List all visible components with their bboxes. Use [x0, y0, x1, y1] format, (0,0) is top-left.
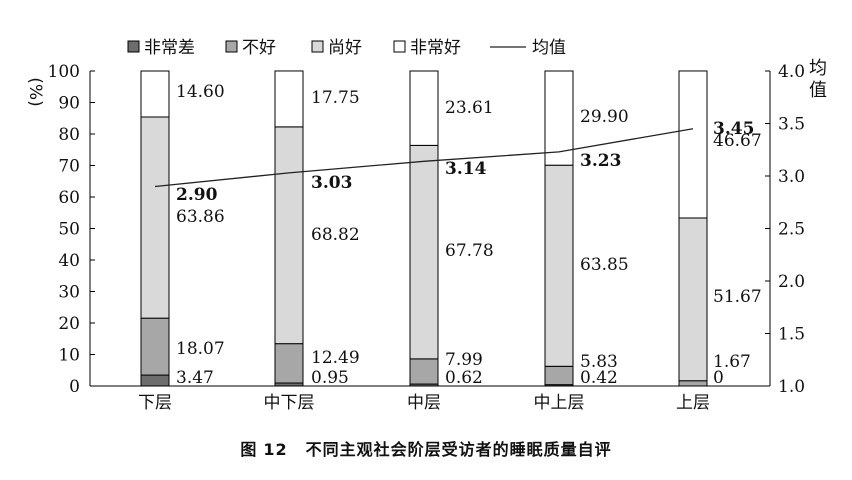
- segment-value-label: 51.67: [713, 287, 762, 307]
- left-tick-label: 70: [58, 157, 80, 177]
- bar-segment: [544, 164, 574, 367]
- bar-segment: [140, 374, 170, 387]
- legend-swatch: [127, 40, 140, 53]
- bar-segment: [544, 70, 574, 166]
- bar-segment: [409, 144, 439, 360]
- segment-value-label: 63.86: [176, 207, 225, 227]
- right-axis-title-char: 值: [809, 80, 827, 101]
- segment-value-label: 63.85: [580, 255, 629, 275]
- x-tick-label: 中层: [407, 393, 441, 413]
- segment-value-label: 23.61: [445, 98, 494, 118]
- bar-segment: [140, 317, 170, 376]
- left-tick-label: 30: [58, 283, 80, 303]
- x-tick-label: 中下层: [264, 393, 315, 413]
- right-axis-title-char: 均: [809, 58, 827, 79]
- segment-value-label: 67.78: [445, 241, 494, 261]
- left-tick-label: 80: [58, 125, 80, 145]
- segment-value-label: 17.75: [311, 88, 360, 108]
- x-tick-label: 上层: [676, 393, 710, 413]
- mean-value-label: 3.23: [580, 151, 621, 171]
- bar-segment: [274, 126, 304, 345]
- mean-value-label: 3.14: [445, 159, 487, 179]
- segment-value-label: 0.95: [311, 368, 349, 388]
- bar-segment: [544, 365, 574, 386]
- left-tick-label: 20: [58, 314, 80, 334]
- right-tick-label: 1.0: [778, 377, 805, 397]
- left-tick-label: 50: [58, 220, 80, 240]
- segment-value-label: 3.47: [176, 368, 214, 388]
- mean-line: [154, 128, 694, 188]
- bar-segment: [274, 343, 304, 384]
- bar-segment: [678, 70, 708, 219]
- legend-swatch: [225, 40, 238, 53]
- segment-value-label: 14.60: [176, 82, 225, 102]
- bar-segment: [409, 70, 439, 146]
- right-tick-label: 3.0: [778, 167, 805, 187]
- segment-value-label: 5.83: [580, 352, 618, 372]
- caption-number: 12: [263, 440, 288, 459]
- left-axis-title: (%): [25, 77, 45, 106]
- segment-value-label: 7.99: [445, 350, 483, 370]
- x-tick-label: 下层: [138, 393, 172, 413]
- stacked-bar-chart: 0 10 20 30 40 50 60 70 80 90 100 1.0 1.5 2.0 2.5 3.0 3.5…: [25, 38, 827, 413]
- right-tick-label: 1.5: [778, 325, 805, 345]
- left-tick-label: 90: [58, 94, 80, 114]
- legend-swatch: [393, 40, 406, 53]
- bar-segment: [678, 380, 708, 387]
- right-tick-label: 3.5: [778, 115, 805, 135]
- segment-value-label: 0.42: [580, 368, 618, 388]
- figure-caption: 图 12 不同主观社会阶层受访者的睡眠质量自评: [0, 436, 852, 460]
- legend-swatch: [311, 40, 324, 53]
- legend-label: 非常好: [410, 38, 461, 58]
- right-tick-label: 4.0: [778, 62, 805, 82]
- segment-value-label: 0: [713, 368, 724, 388]
- left-tick-label: 40: [58, 251, 80, 271]
- legend-label: 不好: [242, 38, 276, 58]
- segment-value-label: 29.90: [580, 107, 629, 127]
- legend-label: 均值: [532, 38, 566, 58]
- right-tick-label: 2.0: [778, 272, 805, 292]
- bar-segment: [140, 116, 170, 319]
- bar-segment: [274, 70, 304, 128]
- segment-value-label: 12.49: [311, 348, 360, 368]
- segment-value-label: 1.67: [713, 352, 751, 372]
- left-tick-label: 100: [48, 62, 80, 82]
- legend-label: 非常差: [144, 38, 195, 58]
- bar-segment: [409, 358, 439, 385]
- bar-segment: [678, 217, 708, 382]
- segment-value-label: 68.82: [311, 225, 360, 245]
- left-tick-label: 0: [69, 377, 80, 397]
- mean-value-label: 2.90: [176, 185, 218, 205]
- caption-text: 不同主观社会阶层受访者的睡眠质量自评: [305, 440, 612, 459]
- x-tick-label: 中上层: [534, 393, 585, 413]
- mean-value-label: 3.45: [713, 119, 754, 139]
- left-tick-label: 60: [58, 188, 80, 208]
- left-tick-label: 10: [58, 346, 80, 366]
- caption-label: 图: [240, 440, 258, 459]
- segment-value-label: 18.07: [176, 339, 225, 359]
- segment-value-label: 46.67: [713, 131, 762, 151]
- bar-segment: [140, 70, 170, 118]
- mean-value-label: 3.03: [311, 173, 352, 193]
- legend-label: 尚好: [328, 38, 362, 58]
- segment-value-label: 0.62: [445, 368, 483, 388]
- right-tick-label: 2.5: [778, 220, 805, 240]
